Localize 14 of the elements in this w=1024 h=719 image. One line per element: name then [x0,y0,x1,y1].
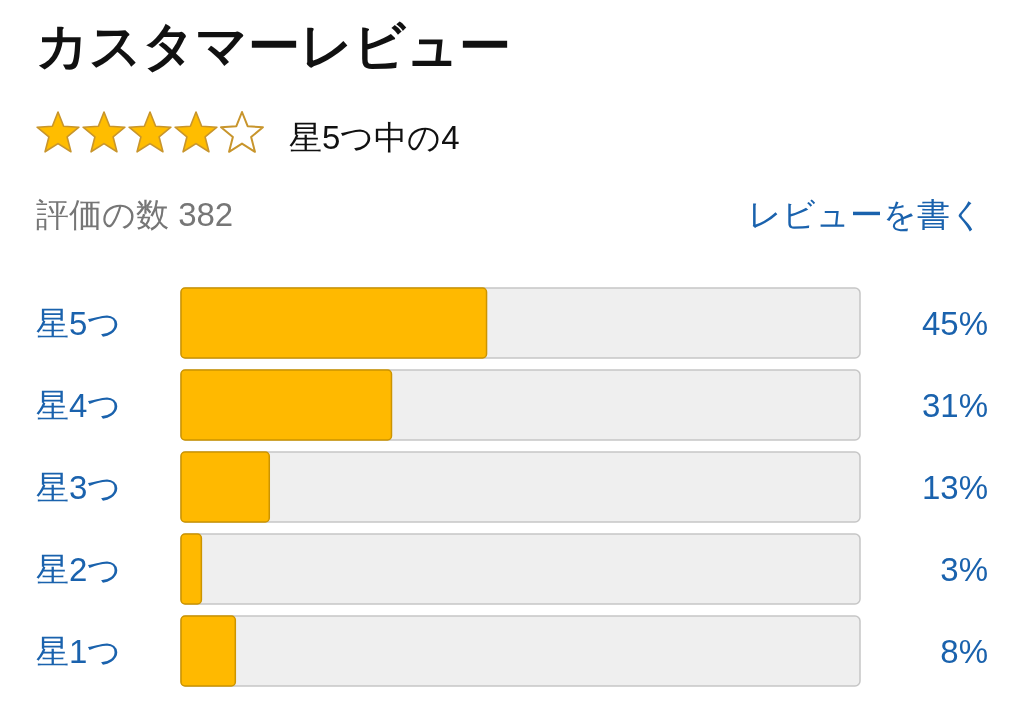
y-tick-label: 星4つ [36,387,122,424]
data-label: 8% [940,633,988,670]
y-tick-label: 星5つ [36,305,122,342]
text: レビューを書く [748,196,984,233]
data-label: 31% [921,387,988,424]
data-label: 3% [940,551,988,588]
chart-subtitle: 星5つ中の4 [289,119,460,156]
text: 評価の数 382 [36,196,234,233]
data-label: 45% [921,305,988,342]
y-tick-label: 星3つ [36,469,122,506]
y-tick-label: 星2つ [36,551,122,588]
data-label: 13% [921,469,988,506]
chart-title: カスタマーレビュー [36,17,511,75]
y-tick-label: 星1つ [36,633,122,670]
